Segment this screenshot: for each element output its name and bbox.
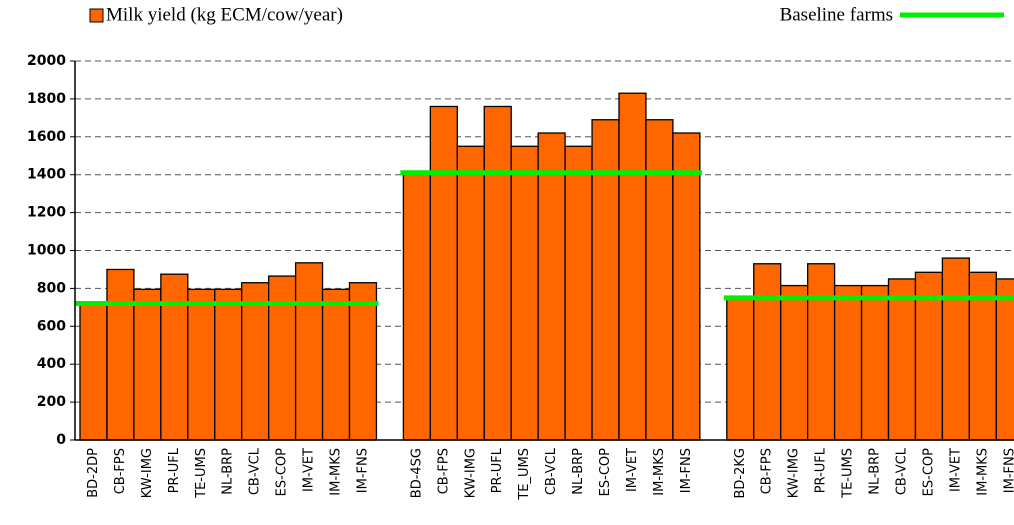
bar — [672, 132, 701, 441]
x-tick-label: ES-COP — [598, 448, 613, 496]
bar — [591, 119, 620, 441]
x-tick-label: CB-VCL — [894, 447, 909, 495]
y-tick-label: 0 — [56, 432, 66, 448]
x-tick-label: PR-UFL — [814, 447, 829, 493]
y-tick-label: 1800 — [27, 91, 66, 107]
bar — [510, 145, 539, 441]
bar — [456, 145, 485, 441]
y-tick-label: 400 — [37, 356, 66, 372]
x-tick-label: NL-BRP — [868, 448, 883, 495]
x-tick-label: CB-FPS — [760, 448, 775, 494]
bar — [187, 288, 216, 441]
x-tick-label: IM-MKS — [652, 448, 667, 496]
x-tick-label: TE-UMS — [194, 448, 209, 499]
x-tick-label: IM-VET — [948, 448, 963, 492]
x-tick-label: TE-UMS — [841, 448, 856, 499]
bar — [402, 172, 431, 441]
bar — [537, 132, 566, 441]
x-tick-label: NL-BRP — [571, 448, 586, 495]
bar — [833, 284, 863, 441]
bar — [267, 275, 297, 441]
bar — [321, 288, 351, 441]
x-tick-label: BD-4SG — [409, 448, 424, 498]
bar — [941, 257, 971, 441]
x-tick-label: BD-2DP — [86, 448, 101, 498]
bar — [483, 105, 512, 441]
y-tick-label: 600 — [37, 318, 66, 334]
bar — [726, 297, 755, 441]
bar — [214, 288, 243, 441]
legend-swatch — [89, 8, 104, 23]
y-tick-label: 200 — [37, 394, 66, 410]
bar — [807, 263, 836, 441]
x-tick-label: CB-VCL — [248, 447, 263, 495]
bar — [995, 278, 1014, 441]
y-tick-label: 1000 — [27, 243, 66, 259]
bar — [79, 302, 108, 441]
x-tick-label: KW-IMG — [140, 448, 155, 498]
y-tick-label: 1400 — [27, 167, 66, 183]
x-tick-label: IM-FNS — [1002, 448, 1014, 493]
x-tick-label: IM-FNS — [355, 448, 370, 493]
x-tick-label: KW-IMG — [787, 448, 802, 498]
bar — [860, 284, 890, 441]
bar — [753, 263, 782, 441]
x-tick-label: ES-COP — [275, 448, 290, 496]
y-tick-label: 800 — [37, 280, 66, 296]
bar — [429, 105, 458, 441]
x-tick-label: BD-2KG — [733, 448, 748, 499]
bar — [645, 119, 674, 441]
bar — [241, 282, 270, 441]
y-tick-label: 1200 — [27, 205, 66, 221]
bar — [133, 288, 162, 441]
x-tick-label: TE_UMS — [517, 448, 532, 501]
bar — [106, 268, 135, 441]
x-tick-label: IM-VET — [302, 448, 317, 492]
x-tick-label: CB-FPS — [113, 448, 128, 494]
legend-label: Baseline farms — [780, 4, 893, 25]
bar — [160, 273, 189, 441]
x-tick-label: KW-IMG — [463, 448, 478, 498]
bar — [564, 145, 593, 441]
y-tick-label: 2000 — [27, 53, 66, 69]
x-tick-label: IM-VET — [625, 448, 640, 492]
x-tick-label: IM-MKS — [975, 448, 990, 496]
x-tick-label: IM-FNS — [679, 448, 694, 493]
x-tick-label: CB-FPS — [436, 448, 451, 494]
y-tick-label: 1600 — [27, 129, 66, 145]
x-tick-label: IM-MKS — [329, 448, 344, 496]
x-tick-label: NL-BRP — [221, 448, 236, 495]
bar — [887, 278, 917, 441]
bar — [294, 262, 324, 441]
bar — [780, 284, 809, 441]
x-tick-label: ES-COP — [921, 448, 936, 496]
x-tick-label: CB-VCL — [544, 447, 559, 495]
x-tick-label: PR-UFL — [167, 447, 182, 493]
legend-label: Milk yield (kg ECM/cow/year) — [106, 4, 343, 25]
x-tick-label: PR-UFL — [490, 447, 505, 493]
bar — [348, 282, 378, 441]
bar — [618, 92, 647, 441]
